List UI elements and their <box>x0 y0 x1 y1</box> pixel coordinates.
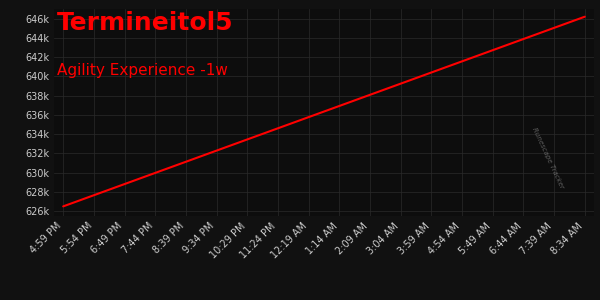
Text: Termineitol5: Termineitol5 <box>57 11 233 35</box>
Text: Agility Experience -1w: Agility Experience -1w <box>57 63 227 78</box>
Text: Runescape Tracker: Runescape Tracker <box>531 127 565 190</box>
